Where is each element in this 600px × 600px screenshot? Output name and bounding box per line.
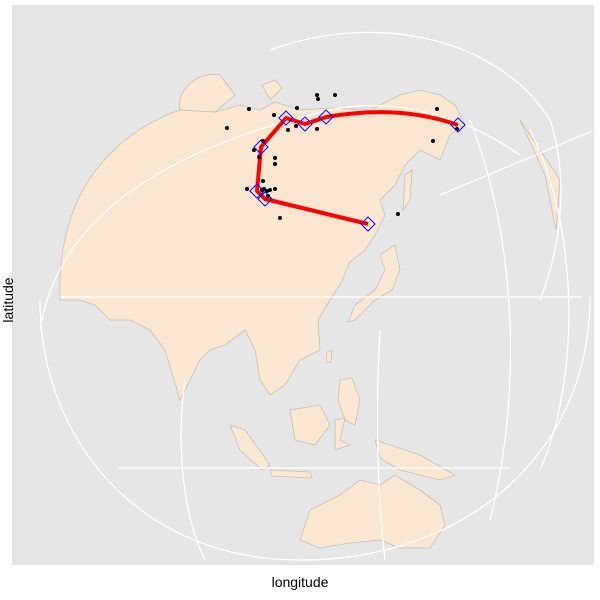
land-eurasia xyxy=(59,89,466,402)
land-scandinavia xyxy=(178,73,236,113)
observation-point xyxy=(278,216,282,220)
waypoint-diamond xyxy=(253,139,269,155)
waypoint-diamond xyxy=(450,117,466,133)
graticule-meridian-2 xyxy=(376,329,386,561)
observation-point xyxy=(247,107,251,111)
observation-point xyxy=(261,139,265,143)
observation-point xyxy=(225,126,229,130)
route-layer xyxy=(255,110,459,226)
observation-layer xyxy=(225,93,459,220)
land-layer xyxy=(59,73,561,549)
land-taiwan xyxy=(325,349,333,363)
observation-point xyxy=(315,127,319,131)
waypoint-diamond xyxy=(360,216,376,232)
observation-point xyxy=(252,148,256,152)
route-line xyxy=(255,110,459,226)
x-axis-label: longitude xyxy=(271,574,329,590)
observation-point xyxy=(245,187,249,191)
land-sulawesi xyxy=(334,417,352,451)
observation-point xyxy=(272,113,276,117)
land-novaya-zemlya xyxy=(261,79,283,101)
graticule-outline xyxy=(39,296,591,561)
observation-point xyxy=(260,188,264,192)
observation-point xyxy=(273,156,277,160)
waypoint-diamond xyxy=(249,183,265,199)
observation-point xyxy=(295,106,299,110)
waypoint-layer xyxy=(249,109,466,232)
observation-point xyxy=(294,124,298,128)
waypoint-diamond xyxy=(278,110,294,126)
graticule-circle-top xyxy=(269,31,562,301)
land-java xyxy=(269,469,313,479)
land-sakhalin xyxy=(402,169,413,212)
observation-point xyxy=(316,97,320,101)
y-axis-label: latitude xyxy=(0,277,16,323)
observation-point xyxy=(315,93,319,97)
waypoint-diamond xyxy=(318,109,334,125)
observation-point xyxy=(286,128,290,132)
graticule-right-arc xyxy=(439,129,595,196)
land-newguinea xyxy=(374,439,456,481)
land-australia xyxy=(299,474,446,549)
observation-point xyxy=(257,155,261,159)
observation-point xyxy=(435,107,439,111)
land-philippines xyxy=(337,377,361,426)
graticule-meridian-1 xyxy=(180,379,206,561)
observation-point xyxy=(261,179,265,183)
waypoint-diamond xyxy=(257,191,273,207)
observation-point xyxy=(396,212,400,216)
land-americas-edge xyxy=(519,119,561,231)
waypoint-diamond xyxy=(297,116,313,132)
observation-point xyxy=(333,93,337,97)
observation-point xyxy=(268,188,272,192)
observation-point xyxy=(273,187,277,191)
observation-point xyxy=(273,162,277,166)
land-borneo xyxy=(289,404,331,446)
graticule-meridian-3 xyxy=(469,119,512,521)
graticule-meridian-4 xyxy=(529,129,570,471)
land-japan xyxy=(347,244,401,323)
observation-point xyxy=(431,139,435,143)
observation-point xyxy=(266,194,270,198)
